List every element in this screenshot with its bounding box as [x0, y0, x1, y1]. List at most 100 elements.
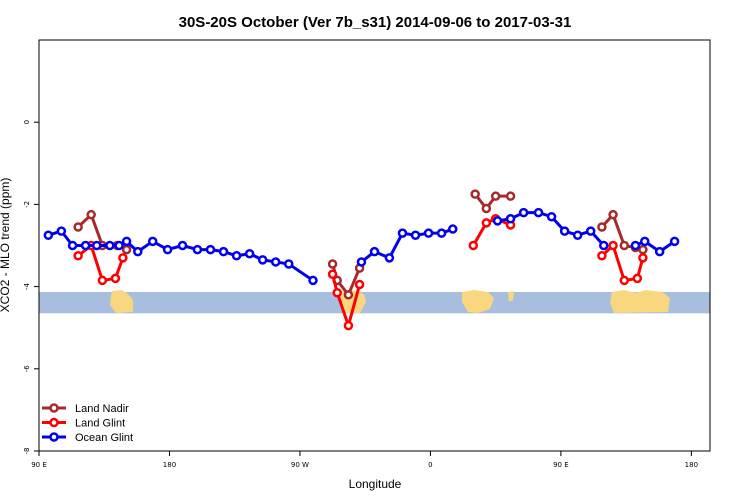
x-axis-label: Longitude: [349, 477, 402, 491]
ocean-glint-point: [436, 228, 447, 238]
y-tick-label: -4: [23, 283, 31, 291]
x-tick-label: 180: [685, 461, 698, 469]
ocean-glint-point: [284, 259, 294, 269]
land-nadir-point: [343, 290, 354, 300]
ocean-glint-point: [423, 228, 434, 238]
land-glint-point: [481, 218, 492, 228]
legend-ocean-glint-marker: [49, 432, 59, 442]
land-nadir-point: [481, 203, 492, 214]
ocean-glint-point: [270, 257, 281, 267]
chart-title: 30S-20S October (Ver 7b_s31) 2014-09-06 …: [179, 14, 572, 31]
land-glint-point: [632, 273, 643, 284]
series-layer: [43, 189, 680, 331]
plot-frame: [38, 39, 711, 452]
land-glint-point: [619, 275, 630, 286]
land-mass: [110, 290, 133, 313]
land-nadir-point: [327, 259, 338, 269]
ocean-strip: [39, 291, 710, 314]
land-glint-point: [118, 253, 128, 263]
y-tick-label: -8: [23, 448, 31, 455]
ocean-glint-point: [518, 207, 529, 218]
ocean-glint-point: [585, 226, 596, 236]
ocean-glint-point: [505, 214, 516, 224]
y-tick-label: -2: [23, 201, 31, 208]
land-nadir-point: [608, 209, 618, 220]
land-nadir-point: [638, 244, 648, 255]
legend: Land Nadir Land Glint Ocean Glint: [42, 403, 133, 444]
legend-ocean-glint-label: Ocean Glint: [75, 432, 133, 444]
land-mass: [462, 290, 494, 313]
ocean-glint-point: [369, 246, 380, 257]
ocean-glint-point: [177, 240, 188, 251]
ocean-glint-point: [218, 246, 229, 257]
ocean-glint-point: [121, 236, 132, 247]
ocean-glint-line: [47, 229, 314, 282]
ocean-glint-point: [92, 240, 102, 251]
ocean-glint-point: [147, 236, 158, 247]
ocean-glint-point: [105, 240, 115, 251]
land-glint-point: [73, 251, 83, 261]
ocean-glint-point: [599, 240, 609, 251]
land-nadir-point: [505, 191, 516, 201]
land-glint-point: [332, 288, 342, 298]
ocean-glint-point: [114, 240, 124, 251]
land-nadir-point: [73, 222, 83, 232]
ocean-glint-point: [205, 244, 216, 255]
ocean-glint-point: [410, 230, 421, 240]
land-glint-point: [468, 240, 479, 251]
ocean-glint-point: [244, 248, 255, 259]
x-tick-label: 180: [163, 461, 176, 469]
ocean-glint-point: [308, 275, 318, 286]
land-glint-point: [354, 279, 365, 290]
land-glint-point: [638, 253, 648, 263]
ocean-glint-point: [133, 246, 143, 257]
land-glint-point: [110, 273, 121, 284]
land-mass: [508, 291, 514, 302]
land-glint-point: [97, 275, 108, 286]
land-glint-line: [331, 273, 362, 328]
y-tick-label: -6: [23, 365, 31, 373]
ocean-glint-point: [231, 251, 242, 261]
ocean-glint-point: [448, 224, 458, 234]
land-nadir-point: [121, 244, 132, 255]
y-axis-label: XCO2 - MLO trend (ppm): [0, 178, 12, 313]
ocean-glint-point: [546, 211, 557, 222]
x-axis-ticks: 90 E 180 90 W 0 90 E 180: [31, 451, 698, 469]
land-ocean-band: [39, 290, 710, 314]
ocean-glint-point: [162, 244, 173, 255]
land-nadir-line: [473, 193, 511, 211]
legend-land-nadir-label: Land Nadir: [75, 403, 129, 415]
land-glint-line: [471, 217, 512, 247]
ocean-glint-point: [397, 228, 408, 238]
ocean-glint-line: [634, 239, 676, 254]
ocean-glint-point: [533, 207, 544, 218]
ocean-glint-point: [56, 226, 67, 236]
ocean-glint-point: [43, 230, 54, 240]
land-nadir-point: [470, 189, 480, 199]
land-nadir-point: [86, 209, 96, 220]
ocean-glint-point: [640, 236, 650, 247]
legend-land-glint-label: Land Glint: [75, 418, 125, 430]
ocean-glint-point: [384, 253, 395, 263]
legend-land-glint-marker: [49, 417, 59, 428]
ocean-glint-point: [669, 236, 680, 247]
land-glint-point: [608, 240, 618, 251]
y-axis-ticks: 0 -2 -4 -6 -8: [23, 120, 39, 455]
ocean-glint-point: [67, 240, 78, 251]
ocean-glint-point: [572, 230, 583, 240]
ocean-glint-point: [192, 244, 203, 255]
land-nadir-point: [597, 222, 607, 232]
y-tick-label: 0: [23, 120, 31, 124]
x-tick-label: 90 E: [31, 461, 47, 469]
land-mass: [610, 290, 670, 313]
land-glint-point: [597, 251, 607, 261]
x-tick-label: 0: [428, 461, 432, 469]
ocean-glint-point: [630, 240, 641, 251]
x-tick-label: 90 E: [553, 461, 569, 469]
ocean-glint-point: [559, 226, 570, 236]
legend-land-nadir-marker: [49, 403, 59, 413]
land-glint-point: [343, 320, 354, 331]
ocean-glint-point: [492, 216, 503, 226]
x-tick-label: 90 W: [291, 461, 309, 469]
